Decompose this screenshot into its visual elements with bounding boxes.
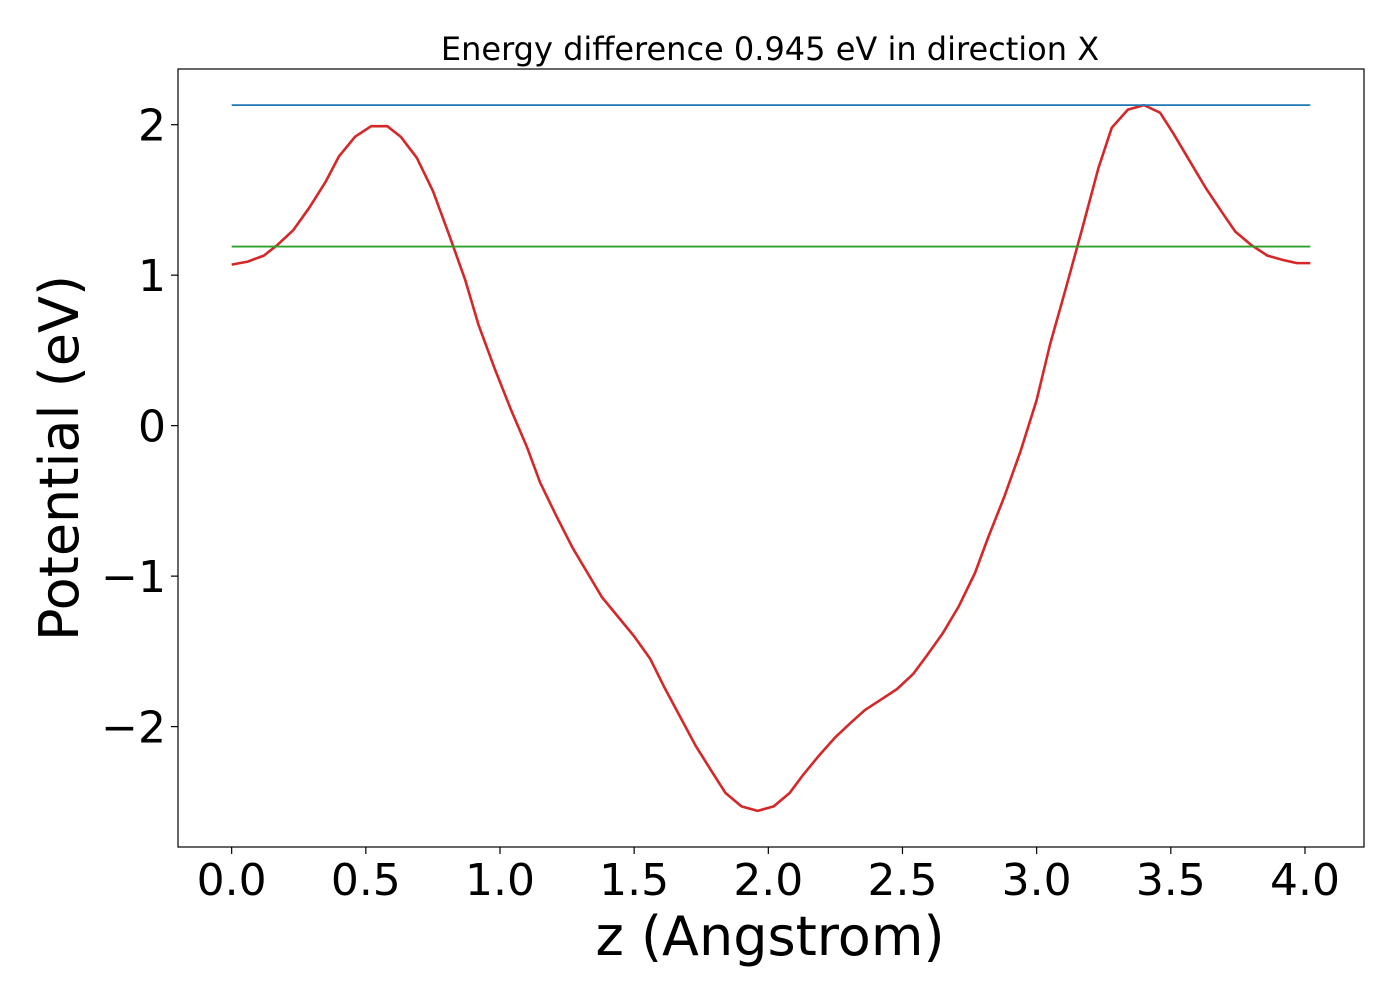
- y-tick-label: 0: [138, 402, 166, 453]
- x-tick-label: 0.5: [331, 855, 401, 906]
- x-tick-label: 4.0: [1270, 855, 1340, 906]
- x-axis: 0.0 0.5 1.0 1.5 2.0 2.5 3.0 3.5 4.0: [197, 847, 1340, 906]
- x-tick-label: 2.5: [867, 855, 937, 906]
- y-axis: −2 −1 0 1 2: [101, 101, 178, 754]
- y-tick-label: −1: [101, 552, 166, 603]
- plot-background: [178, 69, 1364, 847]
- x-tick-label: 2.0: [733, 855, 803, 906]
- x-tick-label: 3.0: [1002, 855, 1072, 906]
- y-tick-label: 1: [138, 251, 166, 302]
- plot-frame: [177, 68, 1365, 848]
- y-tick-label: 2: [138, 101, 166, 152]
- series-line-1: [231, 103, 1311, 813]
- x-tick-label: 1.0: [465, 855, 535, 906]
- x-tick-label: 3.5: [1136, 855, 1206, 906]
- series-layer: [231, 103, 1311, 813]
- y-axis-label: Potential (eV): [28, 275, 91, 641]
- plot-area: [177, 68, 1365, 848]
- x-tick-label: 0.0: [197, 855, 267, 906]
- chart-title: Energy difference 0.945 eV in direction …: [441, 30, 1099, 68]
- y-tick-label: −2: [101, 703, 166, 754]
- x-axis-label: z (Angstrom): [595, 905, 944, 968]
- x-tick-label: 1.5: [599, 855, 669, 906]
